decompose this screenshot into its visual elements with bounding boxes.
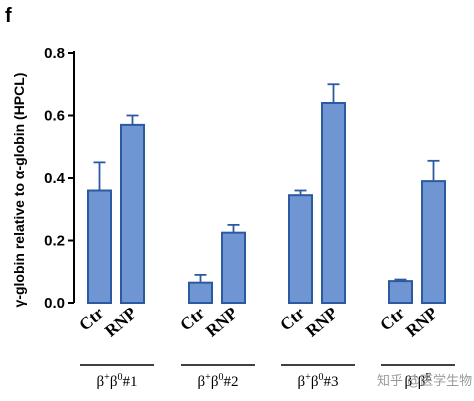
group-labels: β+β0#1 β+β0#2 β+β0#3 β+βE (80, 364, 455, 390)
x-tick-label: Ctr (176, 303, 208, 334)
x-tick-label: RNP (101, 304, 140, 341)
x-tick-label: RNP (202, 304, 241, 341)
bar-rnp (321, 102, 346, 304)
y-tick-label: 0.4 (44, 170, 66, 187)
x-tick-label: RNP (302, 304, 341, 341)
bar-ctr (288, 194, 313, 304)
bar-ctr (188, 281, 213, 304)
y-tick-label: 0.0 (44, 295, 65, 312)
group-label: β+βE (404, 372, 431, 390)
group-label: β+β0#2 (198, 372, 239, 390)
bar-rnp (120, 123, 145, 304)
x-tick-label: RNP (402, 304, 441, 341)
y-tick-label: 0.2 (44, 233, 65, 250)
bar-ctr (87, 189, 112, 304)
bars (87, 83, 446, 304)
group-label: β+β0#1 (97, 372, 138, 390)
panel-letter: f (5, 5, 12, 27)
x-tick-label: Ctr (276, 303, 308, 334)
y-tick-label: 0.8 (44, 45, 65, 62)
x-tick-label: Ctr (75, 303, 107, 334)
watermark: 知乎 @医学生物 (377, 373, 472, 389)
bar-rnp (221, 231, 246, 304)
x-tick-label: Ctr (376, 303, 408, 334)
bar-rnp (421, 180, 446, 304)
group-label: β+β0#3 (298, 372, 339, 390)
y-tick-label: 0.6 (44, 108, 65, 125)
bar-ctr (388, 280, 413, 304)
y-axis: 0.0 0.2 0.4 0.6 0.8 (44, 45, 75, 312)
y-axis-label: γ-globin relative to α-globin (HPCL) (11, 73, 27, 308)
